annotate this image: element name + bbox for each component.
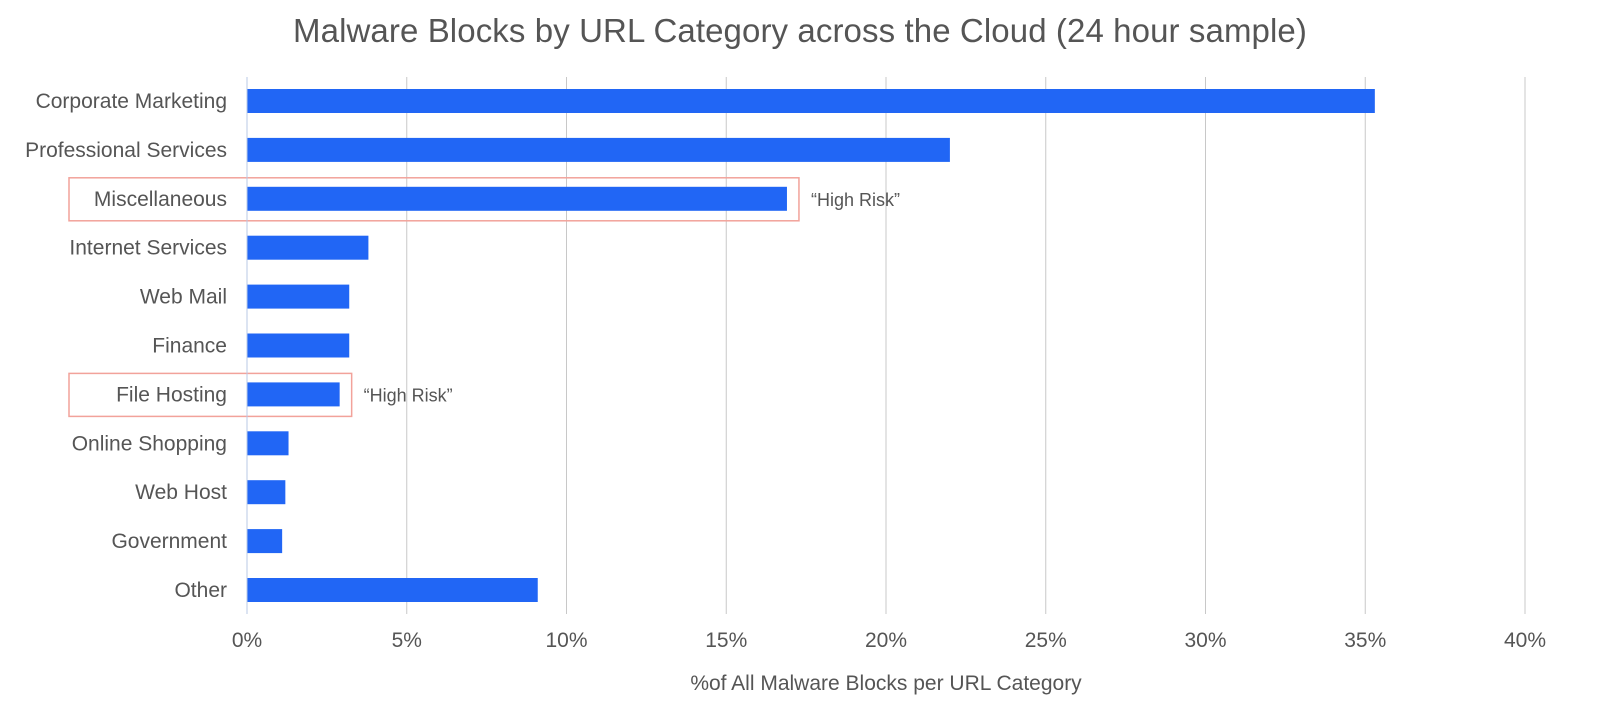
x-tick-label: 40% (1504, 629, 1546, 652)
category-label: Web Mail (140, 286, 227, 309)
x-tick-label: 15% (705, 629, 747, 652)
category-label: Internet Services (69, 237, 227, 260)
x-tick-label: 0% (232, 629, 262, 652)
high-risk-annotation: “High Risk” (364, 385, 453, 405)
category-label: Government (111, 530, 227, 553)
x-tick-label: 35% (1344, 629, 1386, 652)
x-tick-label: 5% (392, 629, 422, 652)
bar (247, 284, 350, 309)
x-tick-labels: 0% 5% 10% 15% 20% 25% 30% 35% 40% (232, 629, 1546, 652)
category-label: Corporate Marketing (36, 90, 227, 113)
bar (247, 89, 1375, 113)
x-tick-label: 10% (545, 629, 587, 652)
category-label: Finance (152, 335, 227, 358)
chart-title: Malware Blocks by URL Category across th… (293, 12, 1307, 49)
highlight-box (68, 177, 800, 222)
high-risk-annotation: “High Risk” (811, 190, 900, 210)
category-labels: Corporate Marketing Professional Services… (25, 90, 227, 602)
grid-lines (406, 77, 1526, 614)
category-label: Web Host (135, 481, 227, 504)
annotation-boxes (68, 177, 800, 418)
bar (247, 186, 787, 211)
bar (247, 235, 369, 260)
bar (247, 431, 289, 456)
bar (247, 333, 350, 358)
annotation-labels: “High Risk” “High Risk” (364, 190, 900, 406)
category-label: Online Shopping (72, 432, 227, 455)
bar (247, 529, 283, 554)
bar (247, 578, 538, 602)
x-tick-label: 25% (1025, 629, 1067, 652)
x-tick-label: 20% (865, 629, 907, 652)
bar (247, 480, 286, 505)
bars (247, 89, 1375, 602)
highlight-box (68, 372, 353, 418)
bar (247, 382, 340, 407)
category-label: Miscellaneous (94, 188, 227, 211)
category-label: Professional Services (25, 139, 227, 162)
x-axis-title: %of All Malware Blocks per URL Category (690, 672, 1082, 695)
category-label: Other (174, 579, 227, 602)
x-tick-label: 30% (1184, 629, 1226, 652)
category-label: File Hosting (116, 383, 227, 406)
bar (247, 137, 950, 162)
